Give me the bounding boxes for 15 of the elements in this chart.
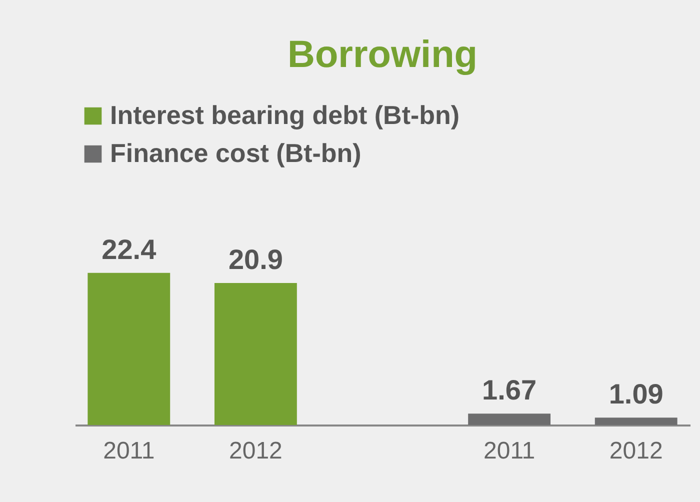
legend-label: Finance cost (Bt-bn): [110, 138, 362, 168]
bar: [594, 418, 678, 425]
data-label: 1.09: [608, 378, 664, 410]
data-label: 22.4: [102, 234, 157, 265]
data-label: 1.67: [482, 374, 537, 406]
bar: [468, 414, 551, 425]
legend-label: Interest bearing debt (Bt-bn): [110, 100, 460, 130]
x-tick-label: 2012: [229, 438, 282, 464]
chart-title: Borrowing: [288, 34, 478, 76]
bar: [88, 272, 170, 425]
x-tick-label: 2012: [609, 438, 663, 464]
x-tick-label: 2011: [484, 438, 536, 464]
data-label: 20.9: [228, 244, 283, 276]
x-tick-label: 2011: [103, 438, 155, 464]
bar: [214, 283, 297, 425]
